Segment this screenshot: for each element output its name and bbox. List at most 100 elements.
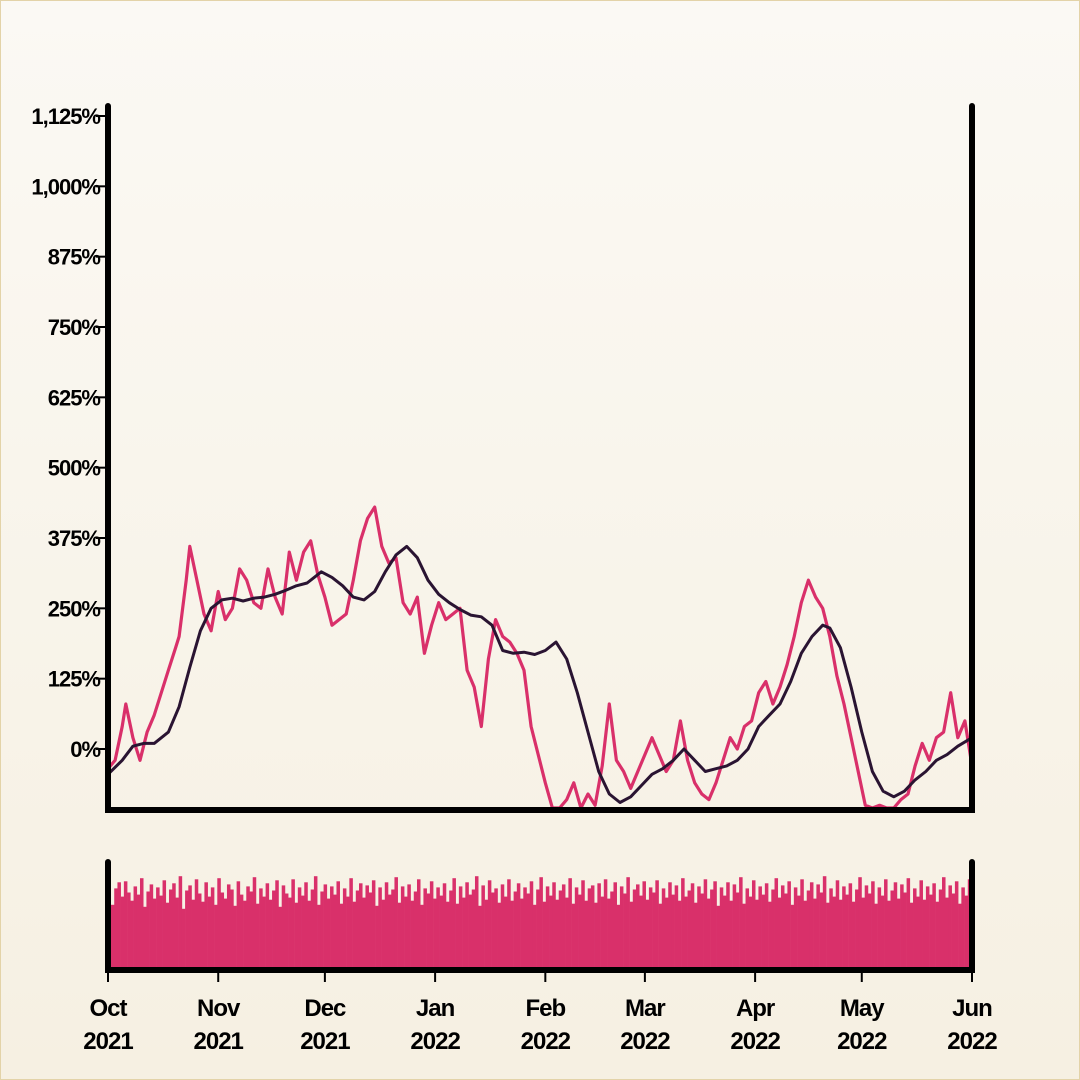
y-tick-label: 0%	[70, 737, 100, 762]
volume-bar	[668, 882, 672, 968]
volume-bar	[368, 892, 373, 968]
volume-bar	[681, 878, 685, 968]
volume-bar	[497, 902, 502, 968]
volume-bar	[710, 889, 714, 968]
volume-bar	[178, 876, 183, 968]
volume-bar	[362, 897, 366, 968]
volume-bar	[677, 900, 682, 968]
volume-bar	[835, 880, 840, 968]
volume-bar	[639, 895, 643, 968]
volume-bar	[516, 883, 521, 968]
volume-bar	[851, 901, 856, 968]
x-tick-month-label: Oct	[89, 995, 127, 1022]
volume-bar	[838, 899, 843, 968]
volume-bar	[748, 896, 753, 968]
volume-bar	[803, 900, 808, 968]
main-plot-area	[105, 103, 975, 813]
volume-bar	[945, 897, 949, 968]
volume-bar	[674, 885, 679, 968]
volume-bar	[207, 896, 212, 968]
volume-bar	[536, 889, 540, 968]
volume-bar	[958, 903, 962, 968]
volume-bar	[665, 897, 669, 968]
x-tick-month-label: Mar	[625, 995, 665, 1022]
volume-bar	[745, 888, 750, 968]
volume-bar	[806, 890, 811, 968]
volume-bar	[694, 902, 698, 968]
y-tick-label: 375%	[48, 526, 101, 551]
volume-bar	[787, 881, 791, 968]
volume-bar	[848, 883, 853, 968]
volume-bar	[542, 901, 547, 968]
volume-bar	[552, 882, 556, 968]
volume-bar	[426, 893, 431, 968]
volume-bar	[900, 884, 904, 968]
volume-bar	[909, 902, 914, 968]
volume-bar	[684, 896, 688, 968]
volume-bar	[149, 884, 154, 968]
volume-bar	[133, 886, 138, 968]
volume-bar	[481, 885, 485, 968]
volume-bar	[313, 876, 318, 968]
volume-bar	[655, 880, 659, 968]
volume-bar	[510, 900, 514, 968]
volume-bar	[259, 888, 263, 968]
volume-bar	[433, 898, 437, 968]
x-tick-month-label: Apr	[736, 995, 775, 1022]
volume-bar	[719, 887, 724, 968]
volume-bar	[397, 902, 402, 968]
volume-bar	[365, 885, 369, 968]
volume-bar	[906, 878, 911, 968]
volume-bar	[893, 882, 898, 968]
volume-bar	[703, 879, 708, 968]
volume-bar	[722, 895, 727, 968]
volume-bar	[571, 903, 576, 968]
volume-bar	[301, 895, 305, 968]
volume-bar	[954, 881, 959, 968]
x-tick-month-label: Nov	[197, 995, 241, 1022]
volume-bar	[871, 881, 875, 968]
volume-bar	[774, 878, 779, 968]
volume-bar	[268, 899, 273, 968]
volume-bar	[771, 889, 775, 968]
volume-bar	[642, 881, 646, 968]
volume-bar	[487, 880, 492, 968]
volume-bar	[310, 889, 315, 968]
x-tick-month-label: Dec	[304, 995, 346, 1022]
volume-bar	[371, 880, 376, 968]
volume-bar	[877, 887, 882, 968]
volume-bar	[532, 904, 537, 968]
volume-bar	[929, 894, 933, 968]
volume-bar	[645, 899, 650, 968]
volume-bar	[127, 892, 131, 968]
volume-bar	[729, 900, 733, 968]
volume-bar	[951, 893, 956, 968]
volume-bar	[777, 897, 782, 968]
volume-bar	[378, 887, 382, 968]
volume-bar	[539, 877, 543, 968]
volume-bar	[632, 889, 637, 968]
volume-bar	[146, 891, 150, 968]
x-axis-ticks: Oct 2021 Nov 2021 Dec 2021 Jan 2022 Feb 2022 Mar 20…	[83, 972, 998, 1055]
volume-bar	[813, 898, 817, 968]
volume-bar	[255, 903, 260, 968]
volume-bar	[404, 896, 408, 968]
volume-bar	[555, 899, 560, 968]
volume-bar	[130, 900, 134, 968]
volume-bar	[214, 904, 218, 968]
volume-bar	[890, 890, 894, 968]
volume-bar	[916, 896, 920, 968]
volume-bar	[932, 883, 936, 968]
x-tick-year-label: 2022	[521, 1028, 571, 1055]
x-tick-month-label: Jun	[952, 995, 992, 1022]
volume-bar	[278, 906, 283, 968]
y-tick-label: 750%	[48, 315, 101, 340]
volume-bar	[317, 904, 321, 968]
volume-bar	[845, 894, 849, 968]
volume-bar	[690, 883, 695, 968]
volume-bar	[445, 901, 450, 968]
volume-bar	[181, 908, 186, 968]
volume-bar	[410, 900, 415, 968]
volume-bar	[143, 906, 147, 968]
